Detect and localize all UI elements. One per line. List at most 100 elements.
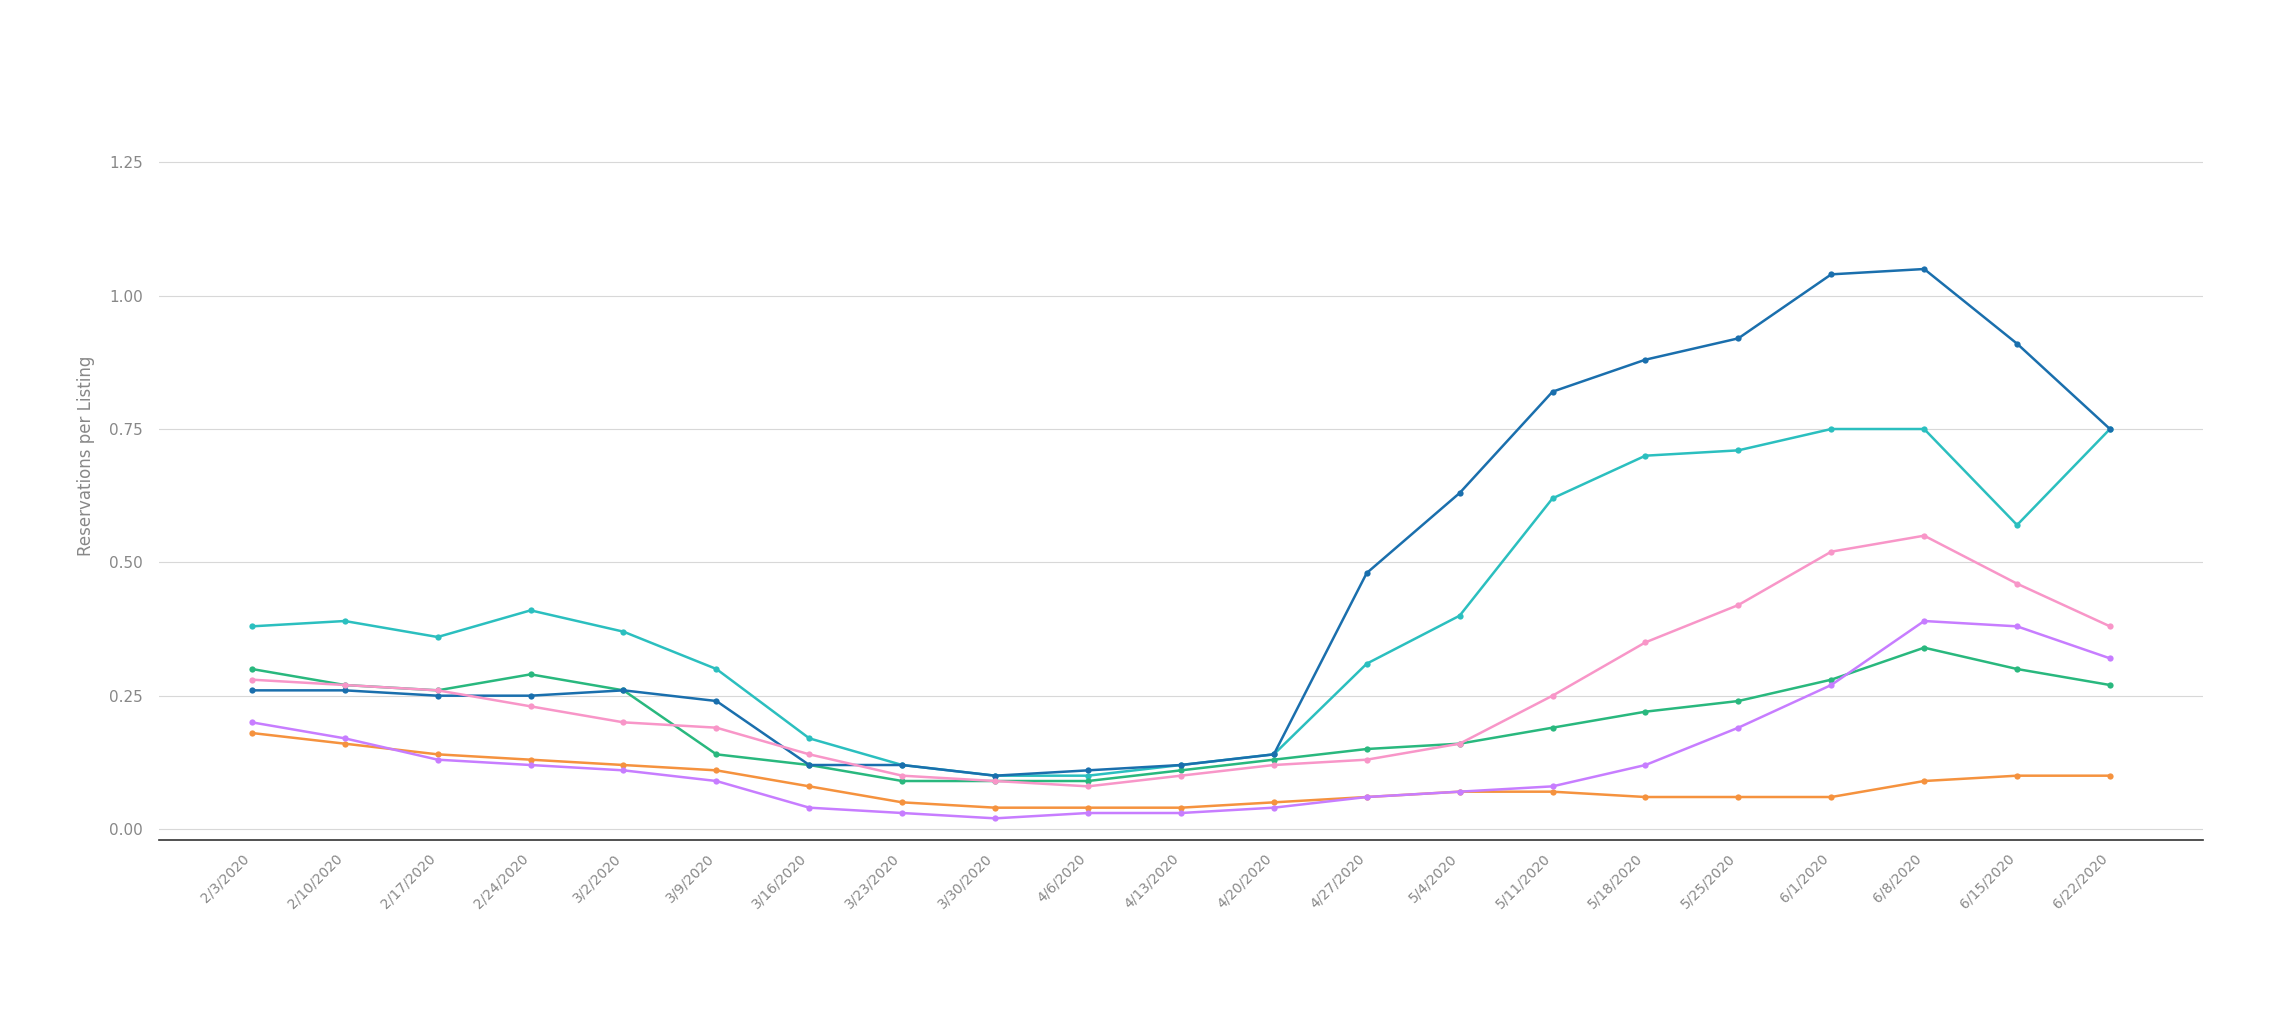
East Coast Vacation Markets	[1633, 450, 1660, 462]
US Interior Vacation Areas	[611, 684, 638, 696]
Hawaii	[1447, 785, 1474, 798]
East Coast Vacation Markets	[1540, 493, 1567, 505]
East Coast Vacation Markets	[425, 631, 452, 643]
Ski Markets	[1354, 791, 1381, 803]
Hawaii	[2096, 770, 2123, 782]
Major Cities	[795, 759, 822, 771]
Ski Markets	[702, 775, 729, 787]
Hawaii	[611, 759, 638, 771]
Ski Markets	[1910, 614, 1937, 627]
US Interior Vacation Areas	[2096, 423, 2123, 435]
West Coast	[795, 749, 822, 761]
Major Cities	[888, 775, 915, 787]
West Coast	[332, 679, 359, 691]
US Interior Vacation Areas	[1724, 332, 1751, 344]
West Coast	[1724, 599, 1751, 611]
Ski Markets	[332, 732, 359, 744]
Major Cities	[2096, 679, 2123, 691]
Ski Markets	[1724, 722, 1751, 734]
West Coast	[611, 716, 638, 728]
East Coast Vacation Markets	[518, 604, 545, 616]
US Interior Vacation Areas	[518, 689, 545, 701]
US Interior Vacation Areas	[1633, 353, 1660, 366]
Ski Markets	[1260, 802, 1288, 814]
US Interior Vacation Areas	[1910, 263, 1937, 275]
Hawaii	[425, 749, 452, 761]
East Coast Vacation Markets	[611, 626, 638, 638]
West Coast	[888, 770, 915, 782]
West Coast	[1354, 754, 1381, 766]
US Interior Vacation Areas	[1817, 268, 1844, 281]
Line: Hawaii: Hawaii	[250, 730, 2112, 811]
Hawaii	[1260, 797, 1288, 809]
Hawaii	[1354, 791, 1381, 803]
Line: Major Cities: Major Cities	[250, 644, 2112, 784]
West Coast	[2096, 621, 2123, 633]
East Coast Vacation Markets	[981, 770, 1008, 782]
Major Cities	[518, 669, 545, 681]
US Interior Vacation Areas	[2003, 338, 2030, 350]
Major Cities	[981, 775, 1008, 787]
East Coast Vacation Markets	[1817, 423, 1844, 435]
Ski Markets	[1633, 759, 1660, 771]
Major Cities	[2003, 663, 2030, 675]
US Interior Vacation Areas	[425, 689, 452, 701]
US Interior Vacation Areas	[888, 759, 915, 771]
Line: East Coast Vacation Markets: East Coast Vacation Markets	[250, 426, 2112, 779]
Major Cities	[1167, 764, 1195, 776]
Hawaii	[1074, 802, 1101, 814]
Major Cities	[1447, 737, 1474, 750]
East Coast Vacation Markets	[702, 663, 729, 675]
Line: Ski Markets: Ski Markets	[250, 617, 2112, 821]
Hawaii	[1167, 802, 1195, 814]
West Coast	[425, 684, 452, 696]
Major Cities	[1724, 695, 1751, 708]
Major Cities	[1910, 641, 1937, 653]
East Coast Vacation Markets	[238, 621, 266, 633]
US Interior Vacation Areas	[1540, 386, 1567, 398]
US Interior Vacation Areas	[1354, 567, 1381, 580]
Hawaii	[2003, 770, 2030, 782]
East Coast Vacation Markets	[1354, 657, 1381, 670]
Hawaii	[518, 754, 545, 766]
Ski Markets	[1074, 807, 1101, 819]
East Coast Vacation Markets	[1724, 444, 1751, 457]
US Interior Vacation Areas	[1447, 486, 1474, 499]
East Coast Vacation Markets	[1260, 749, 1288, 761]
Hawaii	[981, 802, 1008, 814]
Ski Markets	[425, 754, 452, 766]
West Coast	[981, 775, 1008, 787]
Major Cities	[1354, 742, 1381, 755]
Major Cities	[1260, 754, 1288, 766]
East Coast Vacation Markets	[2096, 423, 2123, 435]
West Coast	[1074, 780, 1101, 793]
US Interior Vacation Areas	[1260, 749, 1288, 761]
Major Cities	[332, 679, 359, 691]
East Coast Vacation Markets	[1910, 423, 1937, 435]
West Coast	[1540, 689, 1567, 701]
West Coast	[2003, 578, 2030, 590]
Ski Markets	[518, 759, 545, 771]
Ski Markets	[1167, 807, 1195, 819]
West Coast	[518, 700, 545, 713]
Major Cities	[425, 684, 452, 696]
Hawaii	[1540, 785, 1567, 798]
US Interior Vacation Areas	[238, 684, 266, 696]
West Coast	[1817, 546, 1844, 558]
US Interior Vacation Areas	[1167, 759, 1195, 771]
Major Cities	[1540, 722, 1567, 734]
Hawaii	[332, 737, 359, 750]
East Coast Vacation Markets	[2003, 519, 2030, 531]
US Interior Vacation Areas	[795, 759, 822, 771]
Ski Markets	[1447, 785, 1474, 798]
US Interior Vacation Areas	[332, 684, 359, 696]
East Coast Vacation Markets	[1074, 770, 1101, 782]
Line: West Coast: West Coast	[250, 532, 2112, 790]
East Coast Vacation Markets	[795, 732, 822, 744]
Major Cities	[611, 684, 638, 696]
Ski Markets	[2003, 621, 2030, 633]
East Coast Vacation Markets	[1167, 759, 1195, 771]
Hawaii	[888, 797, 915, 809]
US Interior Vacation Areas	[702, 695, 729, 708]
West Coast	[1260, 759, 1288, 771]
